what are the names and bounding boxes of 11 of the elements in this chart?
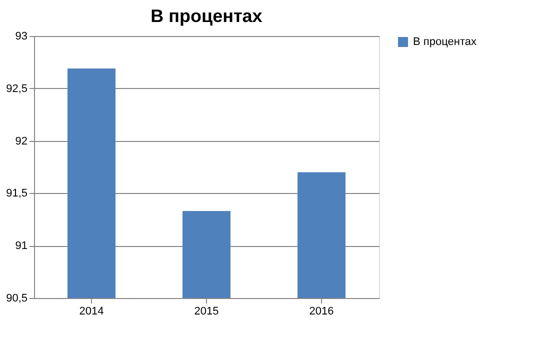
y-tick-label: 91 (15, 240, 28, 252)
y-tick-label: 91,5 (6, 188, 28, 200)
legend-label: В процентах (413, 36, 477, 48)
y-tick-label: 90,5 (6, 292, 28, 304)
y-tick-label: 92,5 (6, 82, 28, 95)
chart-title: В процентах (150, 6, 262, 26)
y-tick-label: 92 (15, 135, 28, 148)
x-tick-label: 2015 (194, 306, 219, 318)
y-tick-label: 93 (15, 30, 28, 42)
x-tick-label: 2014 (79, 306, 104, 318)
x-tick-label: 2016 (309, 306, 334, 318)
